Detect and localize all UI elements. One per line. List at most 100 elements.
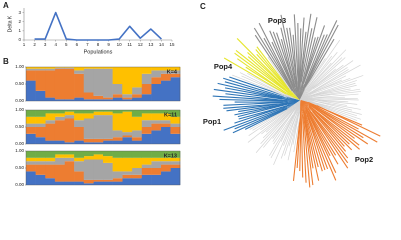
- ancestry-segment: [151, 130, 162, 144]
- ancestry-segment: [131, 151, 142, 158]
- tree-branch: [306, 39, 341, 88]
- ancestry-segment: [26, 110, 36, 117]
- ancestry-segment: [35, 127, 46, 138]
- tree-branch: [262, 109, 293, 139]
- ancestry-segment: [93, 179, 104, 182]
- ancestry-segment: [151, 168, 162, 175]
- tree-branch: [308, 100, 362, 115]
- ancestry-segment: [160, 171, 171, 185]
- ancestry-segment: [131, 137, 142, 141]
- ancestry-segment: [64, 68, 75, 100]
- ancestry-segment: [103, 99, 113, 101]
- ancestry-segment: [26, 171, 36, 185]
- ancestry-segment: [151, 151, 162, 158]
- tree-branch: [309, 110, 349, 169]
- ancestry-segment: [131, 174, 142, 179]
- tree-branch: [258, 22, 293, 89]
- ancestry-segment: [35, 157, 46, 162]
- tree-branch: [267, 56, 289, 88]
- ancestry-segment: [26, 127, 36, 134]
- tree-branch: [316, 105, 381, 137]
- ancestry-segment: [45, 68, 56, 71]
- ancestry-segment: [74, 120, 85, 127]
- ancestry-segment: [131, 178, 142, 185]
- tree-branch: [234, 52, 293, 96]
- ancestry-segment: [160, 110, 171, 114]
- tree-branch: [312, 67, 348, 90]
- ancestry-segment: [64, 154, 75, 158]
- ancestry-segment: [131, 97, 142, 101]
- x-tick-label: 7: [86, 42, 89, 47]
- ancestry-segment: [160, 113, 171, 121]
- ancestry-segment: [122, 171, 133, 175]
- ancestry-segment: [141, 164, 152, 168]
- tree-branch: [308, 103, 378, 143]
- ancestry-segment: [45, 157, 56, 162]
- ancestry-segment: [151, 84, 162, 101]
- x-tick-label: 5: [65, 42, 68, 47]
- ancestry-segment: [26, 68, 36, 71]
- tree-branch: [315, 108, 355, 139]
- ancestry-segment: [93, 110, 104, 112]
- ancestry-segment: [131, 94, 142, 98]
- ancestry-segment: [170, 157, 181, 162]
- ancestry-segment: [74, 151, 85, 158]
- ancestry-segment: [141, 127, 152, 134]
- ancestry-segment: [74, 113, 85, 121]
- tree-branch: [293, 14, 300, 92]
- ancestry-segment: [83, 92, 94, 100]
- ancestry-segment: [83, 159, 94, 180]
- ancestry-segment: [141, 174, 152, 185]
- tree-branch: [224, 87, 286, 100]
- tree-branch: [302, 36, 319, 86]
- tree-branch: [298, 17, 305, 88]
- ancestry-segment: [131, 130, 142, 138]
- tree-branch: [280, 27, 296, 88]
- tree-branch: [219, 98, 288, 102]
- ancestry-segment: [141, 133, 152, 144]
- ancestry-segment: [103, 67, 113, 69]
- ancestry-segment: [83, 99, 94, 101]
- ancestry-segment: [103, 156, 113, 163]
- ancestry-segment: [35, 174, 46, 185]
- tree-branch: [308, 49, 347, 88]
- ancestry-segment: [35, 67, 46, 69]
- ancestry-segment: [54, 120, 65, 141]
- tree-branch: [305, 38, 335, 88]
- ancestry-segment: [112, 110, 123, 114]
- tree-branch: [217, 82, 284, 99]
- tree-branch: [299, 13, 312, 83]
- ancestry-segment: [26, 164, 36, 172]
- tree-branch: [247, 106, 294, 143]
- page: A 0 1 2 3 1 2 3 4 5 6 7 8 9 10 11 12 13 14 15 Delta K Populat…: [3, 1, 381, 188]
- ancestry-segment: [170, 73, 181, 78]
- x-tick-label: 10: [117, 42, 123, 47]
- ancestry-segment: [122, 99, 133, 101]
- ancestry-segment: [45, 123, 56, 141]
- tree-branch: [306, 106, 349, 159]
- ancestry-segment: [93, 154, 104, 160]
- ancestry-segment: [112, 178, 123, 182]
- x-tick-label: 13: [148, 42, 154, 47]
- ancestry-segment: [103, 110, 113, 112]
- y-tick-label: 0.00: [15, 98, 24, 103]
- tree-branch: [237, 58, 285, 93]
- ancestry-segment: [54, 113, 65, 117]
- y-tick-label: 1.00: [15, 148, 24, 153]
- ancestry-segment: [26, 67, 36, 69]
- ancestry-segment: [103, 179, 113, 182]
- ancestry-segment: [112, 84, 123, 95]
- ancestry-segment: [160, 127, 171, 144]
- ancestry-segment: [35, 90, 46, 101]
- ancestry-segment: [103, 115, 113, 139]
- ancestry-segment: [26, 80, 36, 101]
- tree-branch: [299, 111, 302, 172]
- tree-branch: [304, 24, 339, 87]
- ancestry-segment: [151, 113, 162, 121]
- tree-branch: [306, 114, 326, 171]
- ancestry-segment: [54, 116, 65, 121]
- tree-branch: [307, 112, 337, 173]
- ancestry-segment: [45, 178, 56, 185]
- tree-branch: [269, 30, 296, 92]
- ancestry-segment: [151, 161, 162, 168]
